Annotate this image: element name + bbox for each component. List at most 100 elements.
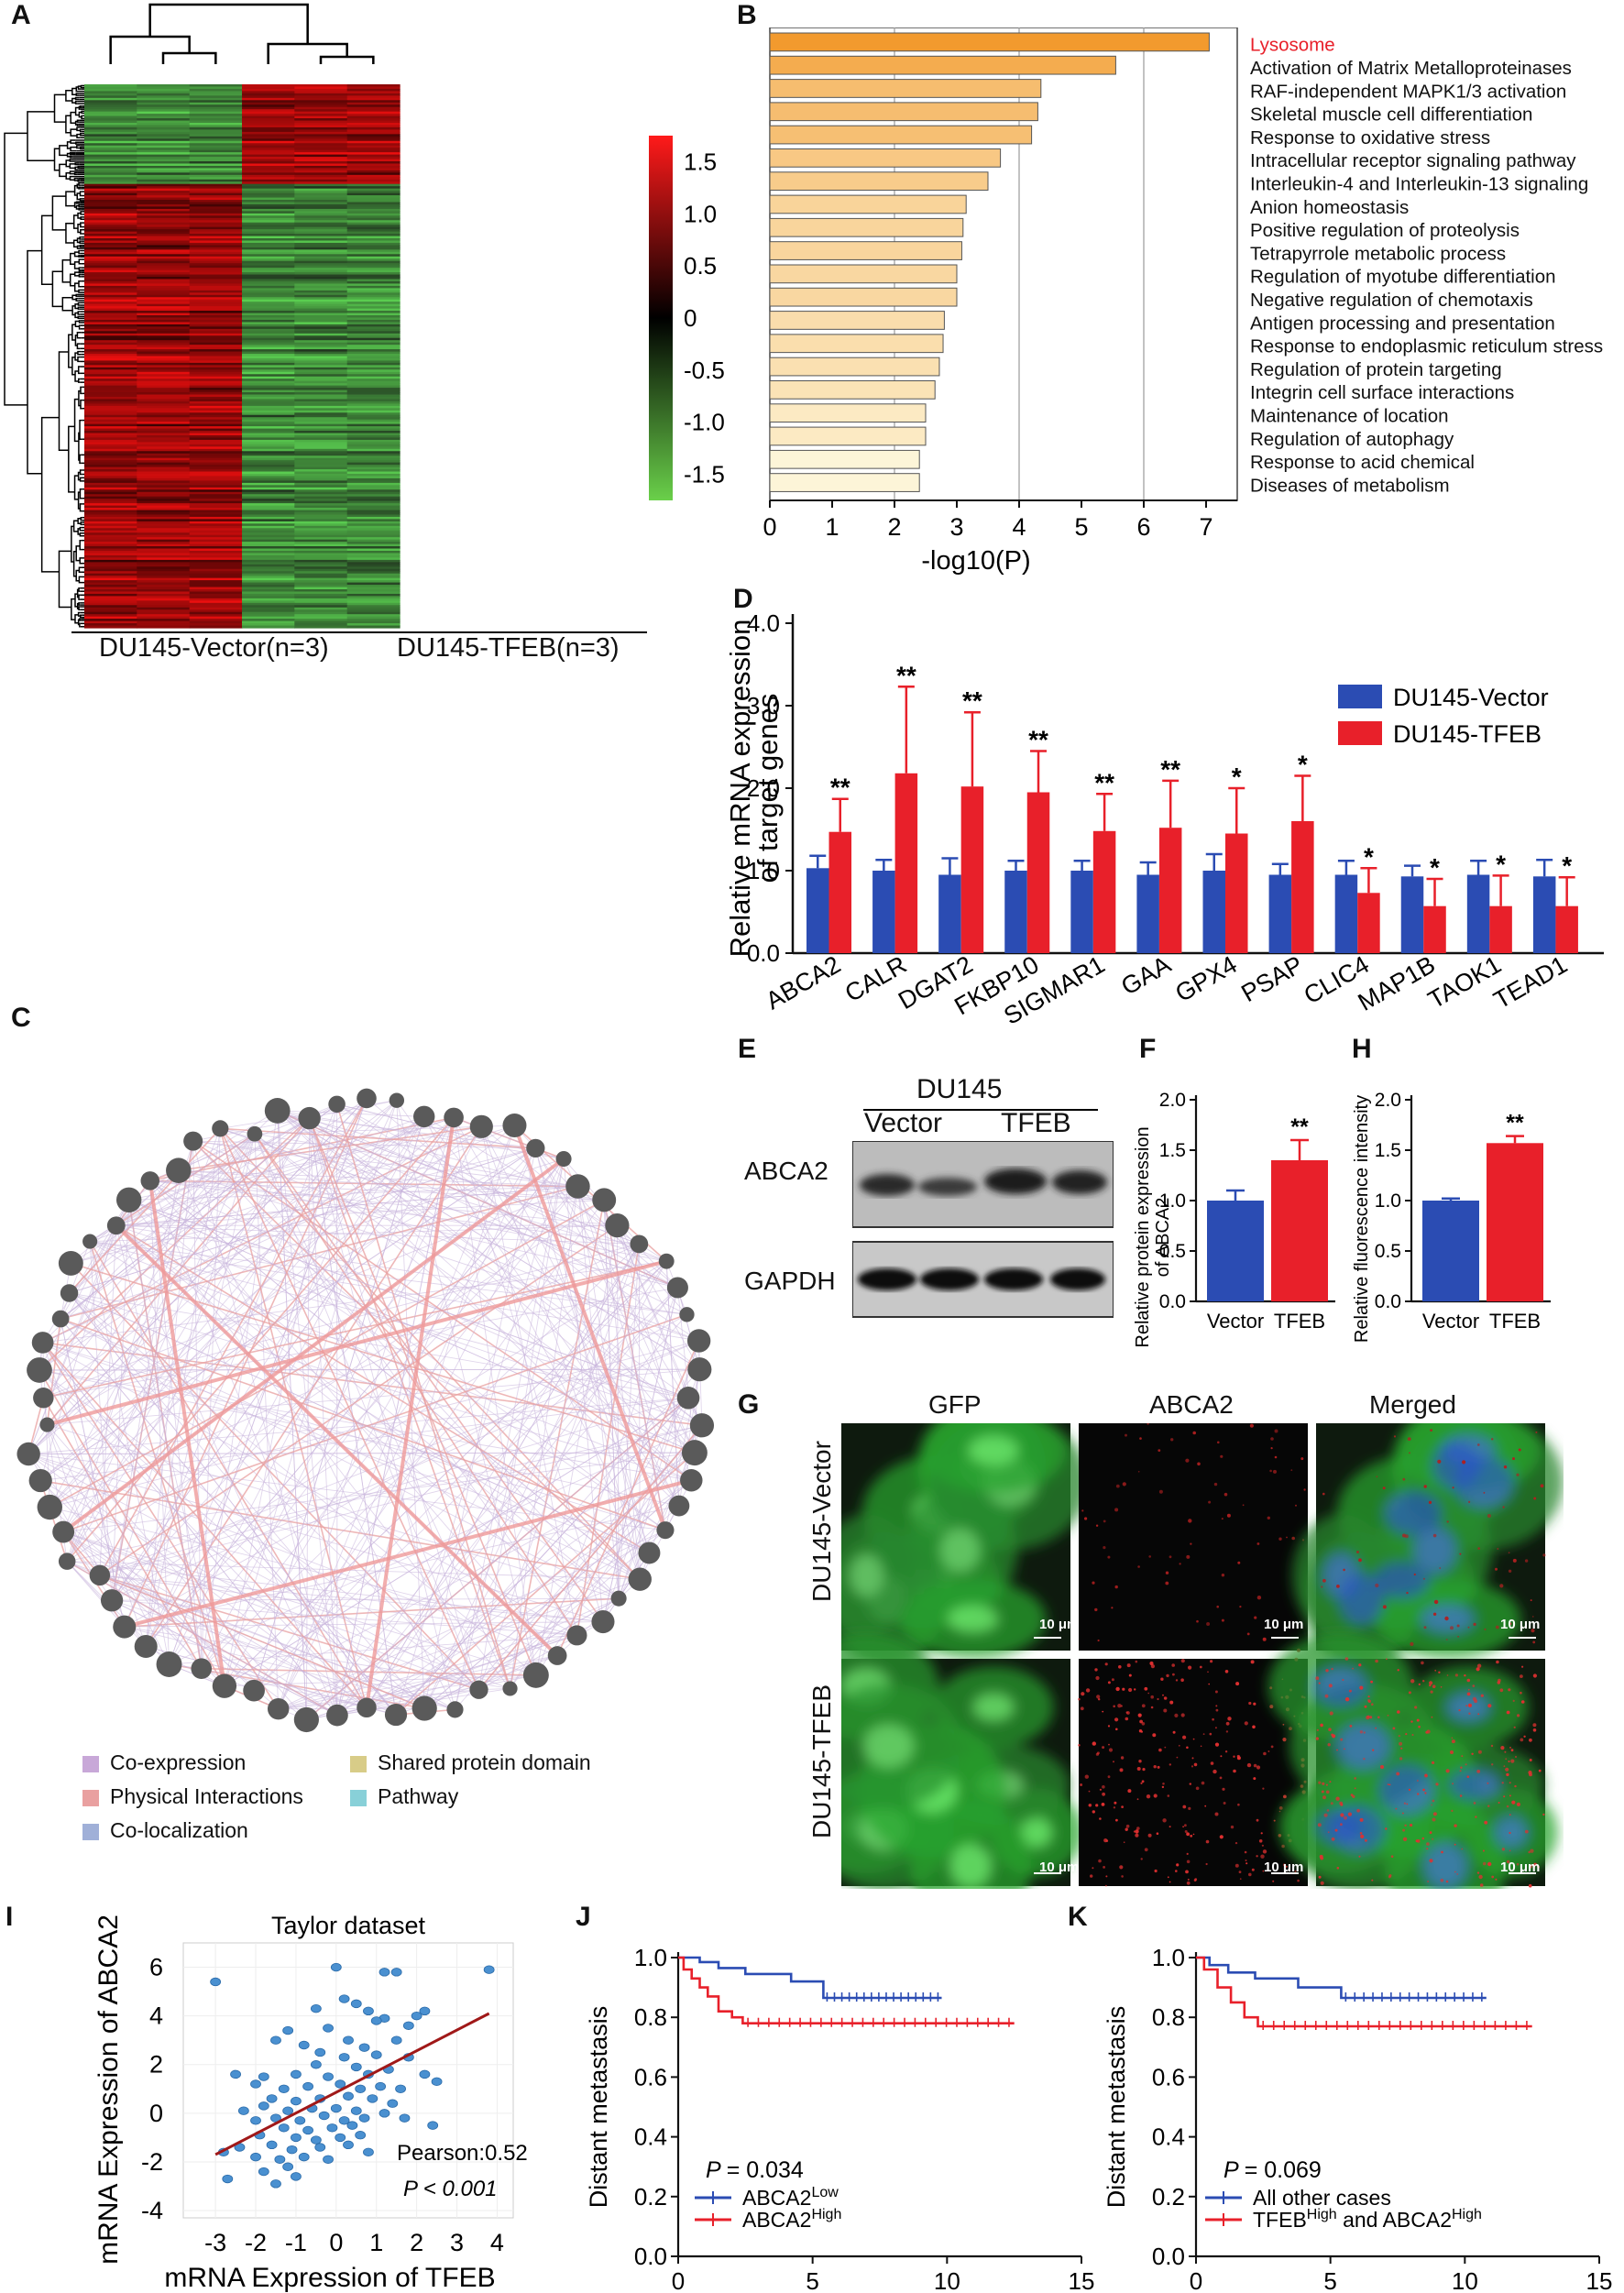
network-edge [112, 1599, 577, 1636]
abca2-punctum [1532, 1616, 1534, 1618]
abca2-punctum [1349, 1725, 1353, 1728]
y-tick-label: 2.0 [747, 774, 780, 802]
abca2-punctum [1192, 1431, 1196, 1435]
heatmap-cell [242, 523, 295, 527]
heatmap-cell [242, 600, 295, 604]
enrichment-bar [769, 32, 1210, 52]
heatmap-cell [84, 303, 137, 307]
abca2-punctum [1176, 1756, 1179, 1759]
abca2-punctum [1468, 1712, 1471, 1715]
abca2-punctum [1509, 1831, 1511, 1835]
heatmap-cell [137, 115, 191, 119]
heatmap-cell [294, 234, 348, 237]
heatmap-cell [189, 123, 243, 126]
heatmap-cell [294, 179, 348, 182]
dendrogram-branch [76, 145, 81, 149]
dendrogram-branch [79, 469, 82, 476]
heatmap-cell [189, 442, 243, 445]
abca2-punctum [1390, 1855, 1394, 1858]
heatmap-cell [242, 379, 295, 382]
heatmap-cell [346, 389, 401, 393]
dendrogram-branch [76, 126, 81, 132]
heatmap-cell [346, 272, 401, 276]
scatter-point [282, 2106, 294, 2115]
significance-marker: ** [830, 773, 850, 802]
scatter-point [250, 2152, 261, 2162]
abca2-punctum [1208, 1683, 1210, 1685]
heatmap-cell [137, 308, 191, 312]
heatmap-cell [242, 308, 295, 312]
heatmap-cell [84, 249, 137, 253]
heatmap-cell [84, 179, 137, 182]
heatmap-cell [346, 455, 401, 459]
legend-label: All other cases [1253, 2186, 1391, 2210]
plot-frame [182, 1942, 514, 2219]
abca2-punctum [1319, 1854, 1323, 1859]
dendrogram-branch [69, 159, 77, 162]
network-edge [396, 1100, 680, 1507]
heatmap-cell [242, 605, 295, 609]
heatmap-cell [294, 86, 348, 90]
heatmap-cell [84, 100, 137, 104]
heatmap-cell [137, 623, 191, 627]
heatmap-cell [242, 268, 295, 271]
heatmap-cell [294, 489, 348, 493]
abca2-punctum [1135, 1660, 1138, 1663]
network-node [293, 1706, 319, 1733]
heatmap-cell [189, 460, 243, 464]
heatmap-cell [294, 360, 348, 364]
enrichment-bar [769, 55, 1116, 75]
abca2-punctum [1214, 1812, 1219, 1816]
abca2-punctum [1161, 1785, 1165, 1789]
heatmap-cell [346, 431, 401, 434]
heatmap-cell [294, 333, 348, 336]
heatmap-cell [346, 335, 401, 339]
heatmap-cell [346, 213, 401, 216]
heatmap-cell [189, 346, 243, 350]
abca2-punctum [1120, 1756, 1125, 1760]
abca2-punctum [1258, 1839, 1263, 1843]
abca2-punctum [1432, 1838, 1434, 1840]
heatmap-cell [346, 114, 401, 117]
heatmap-cell [84, 525, 137, 529]
dendrogram-branch [78, 606, 81, 611]
heatmap-cell [346, 489, 401, 493]
heatmap-cell [84, 206, 137, 210]
dendrogram-branch [78, 111, 82, 118]
scatter-point [395, 2084, 406, 2093]
heatmap-cell [346, 457, 401, 461]
network-edge [278, 1634, 577, 1710]
abca2-punctum [1483, 1492, 1486, 1494]
network-edge [603, 1200, 620, 1599]
abca2-punctum [1359, 1730, 1364, 1734]
heatmap-cell [294, 140, 348, 144]
abca2-punctum [1096, 1695, 1101, 1699]
dendrogram-branch [69, 273, 75, 287]
heatmap-cell [84, 93, 137, 96]
heatmap-cell [294, 525, 348, 529]
term-label: Response to acid chemical [1250, 452, 1475, 473]
network-edge [69, 1292, 689, 1399]
heatmap-cell [189, 258, 243, 262]
heatmap-cell [84, 408, 137, 411]
abca2-punctum [1081, 1509, 1084, 1512]
enrichment-bar [769, 217, 964, 237]
row-label-tfeb: DU145-TFEB [807, 1684, 836, 1839]
abca2-punctum [1209, 1732, 1213, 1736]
heatmap-cell [346, 362, 401, 366]
micrograph [841, 1632, 1083, 1889]
network-edge [676, 1287, 700, 1370]
heatmap-cell [84, 165, 137, 170]
heatmap-cell [189, 546, 243, 550]
heatmap-cell [294, 625, 348, 629]
heatmap-cell [294, 346, 348, 350]
heatmap-cell [137, 593, 191, 598]
abca2-punctum [1417, 1780, 1419, 1782]
y-tick-label: 0.0 [1159, 1291, 1186, 1312]
dendrogram-branch [77, 350, 82, 356]
heatmap-cell [346, 521, 401, 524]
heatmap-cell [189, 174, 243, 178]
heatmap-cell [189, 405, 243, 409]
abca2-punctum [1376, 1476, 1378, 1478]
